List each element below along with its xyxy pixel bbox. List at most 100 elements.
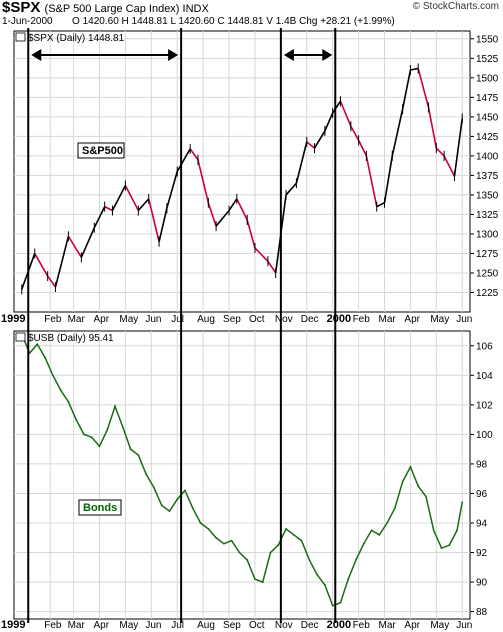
- usb-y-tick-label: 106: [476, 341, 493, 352]
- usb-price-point: [230, 539, 233, 542]
- usb-x-tick-label: Aug: [197, 620, 215, 631]
- usb-price-point: [36, 343, 39, 346]
- spx-y-tick-label: 1250: [476, 268, 499, 279]
- usb-price-point: [448, 544, 451, 547]
- spx-price-segment: [54, 236, 70, 288]
- usb-panel-title: $USB (Daily) 95.41: [28, 333, 114, 344]
- usb-price-point: [199, 522, 202, 524]
- usb-x-tick-label: 1999: [1, 619, 25, 631]
- spx-x-tick-label: Feb: [44, 314, 62, 325]
- spx-x-tick-label: 1999: [1, 313, 25, 325]
- spx-price-segment: [295, 141, 308, 184]
- usb-price-point: [168, 510, 171, 513]
- usb-price-point: [59, 389, 62, 391]
- spx-price-segment: [357, 139, 368, 157]
- range-arrow-head-left: [31, 49, 42, 61]
- spx-price-segment: [453, 118, 464, 177]
- spx-price-segment: [339, 100, 352, 127]
- spx-price-segment: [47, 275, 57, 288]
- usb-price-point: [440, 547, 443, 550]
- usb-x-tick-label: Jun: [145, 620, 161, 631]
- usb-price-point: [98, 445, 101, 448]
- usb-y-tick-label: 88: [476, 607, 488, 618]
- spx-y-tick-label: 1275: [476, 249, 499, 260]
- quote-row: 1-Jun-2000 O 1420.60 H 1448.81 L 1420.60…: [2, 16, 395, 27]
- spx-price-segment: [197, 159, 210, 203]
- spx-legend-box: [15, 32, 26, 42]
- usb-price-point: [432, 529, 435, 532]
- spx-x-tick-label: Nov: [275, 314, 293, 325]
- spx-price-segment: [365, 155, 378, 207]
- chart-header: $SPX (S&P 500 Large Cap Index) INDX 1-Ju…: [0, 0, 503, 31]
- usb-x-tick-label: May: [430, 620, 449, 631]
- spx-x-tick-label: Jun: [145, 314, 161, 325]
- usb-y-tick-label: 98: [476, 459, 488, 470]
- spx-price-segment: [324, 112, 334, 132]
- spx-price-segment: [215, 210, 230, 227]
- spx-y-tick-label: 1400: [476, 151, 499, 162]
- usb-price-point: [160, 504, 163, 507]
- usb-price-point: [51, 374, 54, 377]
- spx-price-segment: [254, 247, 269, 262]
- spx-y-tick-label: 1225: [476, 288, 499, 299]
- usb-x-tick-label: Mar: [68, 620, 86, 631]
- spx-y-tick-label: 1500: [476, 73, 499, 84]
- symbol-description: (S&P 500 Large Cap Index) INDX: [44, 3, 209, 15]
- usb-y-tick-label: 100: [476, 430, 493, 441]
- spx-y-tick-label: 1450: [476, 112, 499, 123]
- usb-price-point: [238, 551, 241, 554]
- spx-x-tick-label: Sep: [223, 314, 241, 325]
- symbol-title: $SPX (S&P 500 Large Cap Index) INDX: [2, 0, 209, 16]
- usb-x-tick-label: Jun: [456, 620, 472, 631]
- usb-price-point: [129, 448, 132, 451]
- usb-price-line: [21, 333, 463, 607]
- usb-x-tick-label: Jul: [171, 620, 184, 631]
- spx-price-segment: [332, 100, 342, 114]
- usb-price-point: [292, 533, 295, 536]
- spx-x-tick-label: Mar: [68, 314, 86, 325]
- usb-price-point: [401, 480, 404, 483]
- spx-price-segment: [176, 148, 191, 172]
- usb-x-tick-label: Feb: [44, 620, 62, 631]
- spx-price-segment: [189, 148, 199, 161]
- spx-y-tick-label: 1350: [476, 190, 499, 201]
- usb-price-point: [285, 528, 287, 530]
- usb-price-point: [425, 495, 427, 498]
- brand-watermark: © StockCharts.com: [412, 1, 499, 12]
- spx-price-segment: [158, 208, 168, 242]
- usb-price-point: [137, 454, 140, 456]
- spx-price-segment: [246, 219, 256, 249]
- usb-price-point: [370, 529, 373, 532]
- usb-x-tick-label: Feb: [353, 620, 371, 631]
- spx-price-segment: [306, 141, 316, 149]
- spx-y-tick-label: 1325: [476, 210, 499, 221]
- usb-price-point: [246, 559, 249, 561]
- spx-price-segment: [166, 171, 178, 209]
- quote-date: 1-Jun-2000: [2, 16, 53, 27]
- usb-price-point: [176, 498, 179, 501]
- usb-x-tick-label: May: [119, 620, 138, 631]
- usb-price-point: [106, 429, 109, 431]
- spx-price-segment: [80, 227, 96, 258]
- spx-x-tick-label: Dec: [301, 314, 319, 325]
- spx-price-segment: [417, 68, 430, 108]
- spx-x-tick-label: Apr: [404, 314, 420, 325]
- spx-x-tick-label: Mar: [379, 314, 397, 325]
- usb-price-point: [222, 542, 225, 545]
- usb-price-point: [456, 529, 458, 532]
- spx-price-segment: [236, 198, 248, 221]
- range-arrow-head-right: [322, 49, 333, 61]
- usb-price-point: [362, 542, 365, 545]
- spx-y-tick-label: 1425: [476, 132, 499, 143]
- usb-price-point: [316, 573, 319, 576]
- usb-price-point: [75, 418, 78, 421]
- spx-price-segment: [67, 235, 83, 258]
- symbol: $SPX: [2, 0, 41, 16]
- spx-price-segment: [34, 253, 49, 277]
- spx-price-segment: [391, 108, 404, 157]
- usb-price-point: [324, 584, 326, 586]
- usb-x-tick-label: Sep: [223, 620, 241, 631]
- usb-price-point: [215, 536, 217, 539]
- spx-x-tick-label: Feb: [353, 314, 371, 325]
- spx-price-segment: [313, 130, 326, 149]
